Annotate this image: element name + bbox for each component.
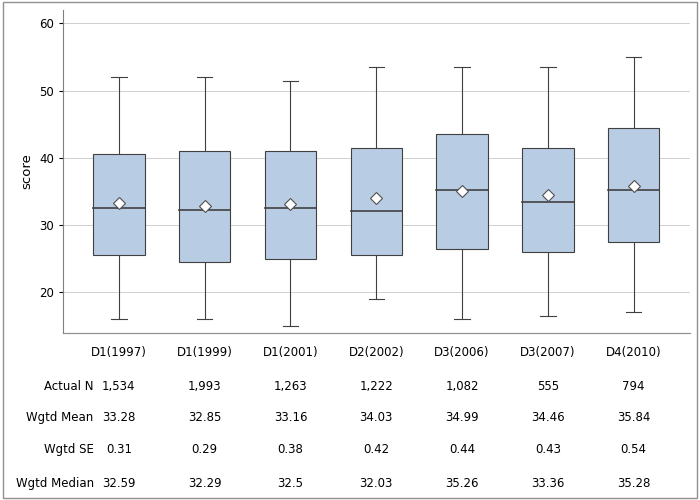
Text: 555: 555 [537,380,559,392]
Text: 0.54: 0.54 [621,443,647,456]
Text: 0.42: 0.42 [363,443,389,456]
Text: D3(2006): D3(2006) [434,346,490,359]
Text: D4(2010): D4(2010) [606,346,662,359]
Text: 32.59: 32.59 [102,477,136,490]
Text: D1(2001): D1(2001) [262,346,318,359]
Bar [265,151,316,258]
Text: 1,993: 1,993 [188,380,221,392]
Bar [179,151,230,262]
Text: 0.43: 0.43 [535,443,561,456]
Text: 33.36: 33.36 [531,477,565,490]
Bar [522,148,573,252]
Text: 32.5: 32.5 [277,477,303,490]
Text: 0.29: 0.29 [192,443,218,456]
Text: Actual N: Actual N [44,380,94,392]
Text: 34.03: 34.03 [360,412,393,424]
Text: 1,222: 1,222 [359,380,393,392]
Text: Wgtd Mean: Wgtd Mean [27,412,94,424]
Text: 1,534: 1,534 [102,380,136,392]
Bar [93,154,144,255]
Y-axis label: score: score [20,154,34,189]
Text: 35.84: 35.84 [617,412,650,424]
Text: 32.85: 32.85 [188,412,221,424]
Text: 33.28: 33.28 [102,412,136,424]
Text: 0.31: 0.31 [106,443,132,456]
Text: D1(1997): D1(1997) [91,346,147,359]
Text: Wgtd Median: Wgtd Median [15,477,94,490]
Text: 34.99: 34.99 [445,412,479,424]
Text: 34.46: 34.46 [531,412,565,424]
Text: Wgtd SE: Wgtd SE [44,443,94,456]
Text: 794: 794 [622,380,645,392]
Text: 33.16: 33.16 [274,412,307,424]
Text: D3(2007): D3(2007) [520,346,575,359]
Text: D1(1999): D1(1999) [176,346,232,359]
Text: 35.28: 35.28 [617,477,650,490]
Text: 1,263: 1,263 [274,380,307,392]
Text: 32.29: 32.29 [188,477,221,490]
Text: 35.26: 35.26 [445,477,479,490]
Bar [436,134,488,248]
Text: 0.44: 0.44 [449,443,475,456]
Bar [351,148,402,255]
Text: 1,082: 1,082 [445,380,479,392]
Bar [608,128,659,242]
Text: D2(2002): D2(2002) [349,346,404,359]
Text: 0.38: 0.38 [277,443,303,456]
Text: 32.03: 32.03 [360,477,393,490]
